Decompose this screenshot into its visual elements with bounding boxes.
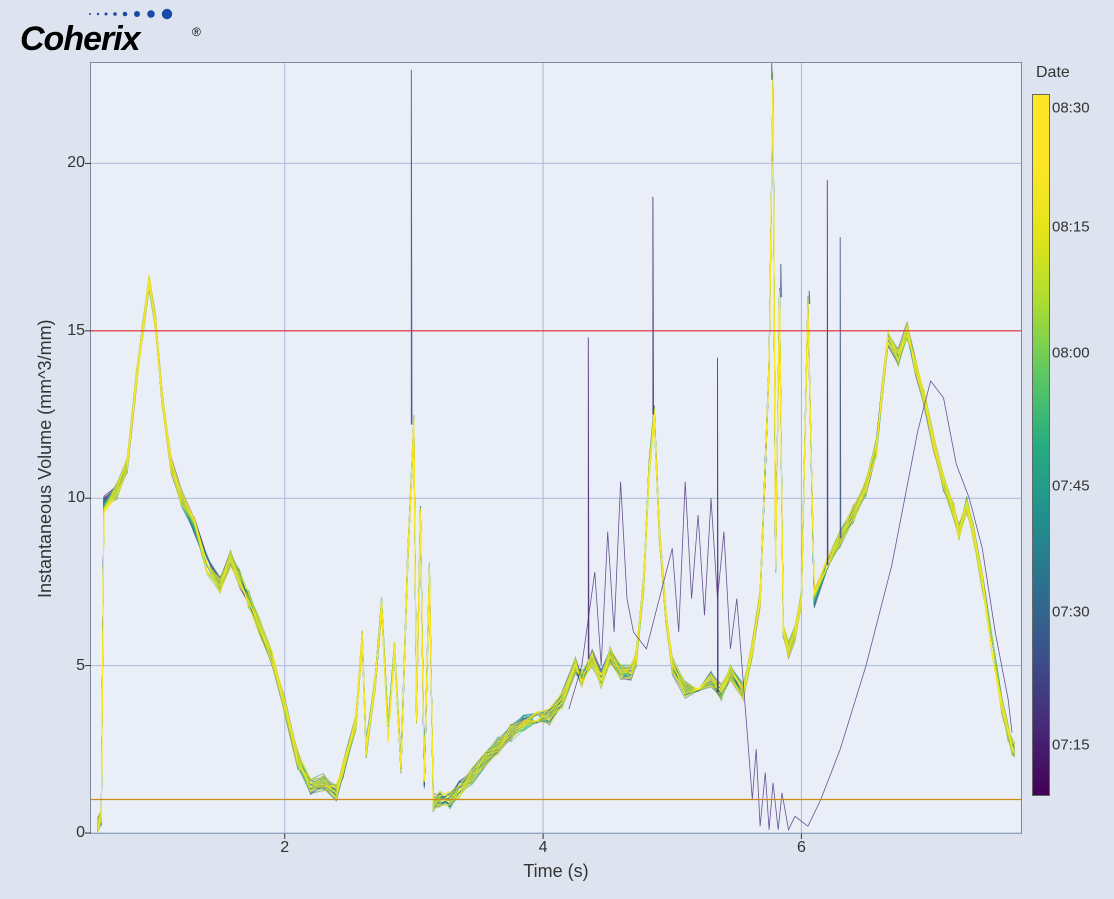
colorbar-tick-label: 07:15 (1052, 737, 1090, 754)
y-tick-label: 20 (67, 154, 85, 172)
colorbar: Date 07:1507:3007:4508:0008:1508:30 (1032, 94, 1112, 794)
x-tick-label: 4 (539, 839, 548, 857)
colorbar-tick-label: 07:45 (1052, 478, 1090, 495)
colorbar-tick-label: 08:30 (1052, 100, 1090, 117)
chart-canvas (91, 63, 1021, 833)
y-tick-label: 5 (76, 657, 85, 675)
y-tick-label: 10 (67, 489, 85, 507)
colorbar-tick-label: 08:00 (1052, 345, 1090, 362)
y-tick-label: 0 (76, 824, 85, 842)
y-tick-label: 15 (67, 322, 85, 340)
logo-dots-icon (89, 9, 172, 19)
colorbar-tick-label: 08:15 (1052, 219, 1090, 236)
colorbar-gradient (1032, 94, 1050, 796)
x-tick-label: 6 (797, 839, 806, 857)
brand-logo: Coherix ® (12, 6, 212, 56)
y-axis-label: Instantaneous Volume (mm^3/mm) (35, 319, 56, 598)
x-axis-label: Time (s) (523, 861, 588, 882)
colorbar-tick-label: 07:30 (1052, 604, 1090, 621)
volume-time-chart: Instantaneous Volume (mm^3/mm) Time (s) … (90, 62, 1022, 834)
svg-text:Coherix: Coherix (20, 20, 143, 56)
colorbar-title: Date (1036, 64, 1070, 82)
page-root: { "brand": { "name": "Coherix", "logo_co… (0, 0, 1114, 899)
x-tick-label: 2 (280, 839, 289, 857)
svg-text:®: ® (192, 25, 201, 39)
